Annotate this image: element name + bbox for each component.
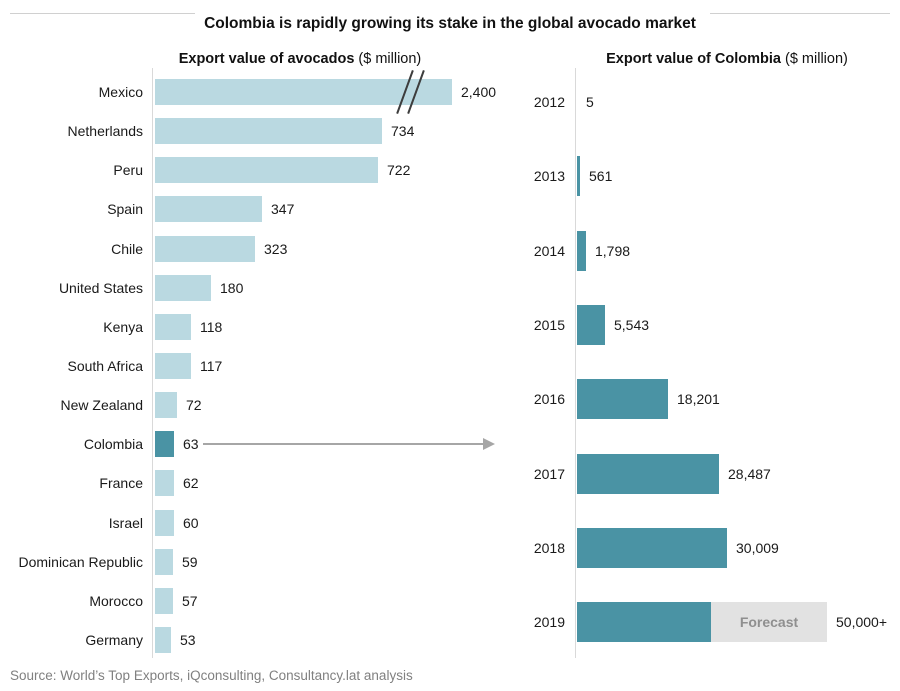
bar	[155, 352, 191, 379]
year-label: 2012	[533, 94, 565, 110]
category-label: Kenya	[103, 318, 143, 335]
bar	[155, 274, 211, 301]
category-label: New Zealand	[60, 397, 144, 414]
title-rule-left	[10, 13, 195, 14]
bar	[577, 304, 605, 345]
year-label: 2017	[533, 465, 565, 482]
right-chart-title-text: Export value of Colombia	[606, 51, 781, 67]
left-chart-title: Export value of avocados ($ million)	[100, 50, 500, 68]
category-label: Dominican Republic	[18, 553, 143, 570]
value-label: 57	[182, 592, 198, 609]
year-label: 2014	[533, 242, 565, 259]
forecast-label: Forecast	[739, 614, 799, 631]
left-chart-axis-line	[152, 68, 153, 658]
bar	[155, 392, 177, 419]
bar	[577, 379, 668, 420]
bar-forecast	[711, 602, 827, 643]
category-label: Germany	[85, 631, 143, 648]
category-label: Netherlands	[67, 123, 144, 140]
left-chart-title-unit: ($ million)	[354, 51, 422, 67]
category-label: Chile	[111, 240, 143, 257]
bar	[155, 626, 171, 653]
left-chart-title-text: Export value of avocados	[178, 51, 355, 67]
arrow-icon	[203, 438, 495, 451]
right-chart-title-unit: ($ million)	[780, 51, 848, 67]
bar	[155, 313, 191, 340]
category-label: United States	[58, 279, 143, 296]
bar	[155, 157, 378, 184]
source-note: Source: World’s Top Exports, iQconsultin…	[10, 668, 413, 683]
value-label: 59	[182, 553, 198, 570]
bar	[577, 156, 580, 197]
value-label: 180	[220, 279, 244, 296]
bar	[155, 470, 174, 497]
value-label: 50,000+	[836, 614, 887, 631]
category-label: Colombia	[83, 436, 143, 453]
value-label: 60	[183, 514, 199, 531]
bar	[577, 527, 727, 568]
value-label: 561	[589, 168, 613, 185]
value-label: 734	[391, 123, 415, 140]
bar	[155, 235, 255, 262]
bar	[155, 431, 174, 458]
bar-actual	[577, 602, 711, 643]
value-label: 1,798	[595, 242, 631, 259]
bar	[155, 548, 173, 575]
value-label: 117	[200, 357, 223, 374]
category-label: Spain	[107, 201, 143, 218]
category-label: Mexico	[98, 84, 143, 100]
value-label: 28,487	[728, 465, 771, 482]
value-label: 5,543	[614, 316, 650, 333]
category-label: South Africa	[67, 357, 144, 374]
page-title: Colombia is rapidly growing its stake in…	[204, 15, 696, 33]
bar	[155, 587, 173, 614]
category-label: Israel	[108, 514, 143, 531]
value-label: 62	[183, 475, 199, 492]
value-label: 118	[200, 318, 223, 335]
year-label: 2013	[533, 168, 565, 185]
bar	[155, 118, 382, 145]
value-label: 53	[180, 631, 196, 648]
value-label: 722	[387, 162, 411, 179]
year-label: 2019	[533, 614, 565, 631]
value-label: 30,009	[736, 539, 779, 556]
bar	[577, 453, 719, 494]
value-label: 2,400	[461, 84, 497, 100]
value-label: 72	[186, 397, 202, 414]
title-rule-right	[710, 13, 890, 14]
value-label: 5	[586, 94, 594, 110]
bar	[577, 230, 586, 271]
year-label: 2018	[533, 539, 565, 556]
value-label: 347	[271, 201, 295, 218]
bar	[155, 196, 262, 223]
value-label: 323	[264, 240, 288, 257]
value-label: 18,201	[677, 391, 720, 408]
year-label: 2015	[533, 316, 565, 333]
category-label: Peru	[113, 162, 143, 179]
right-chart-title: Export value of Colombia ($ million)	[527, 50, 900, 68]
value-label: 63	[183, 436, 199, 453]
category-label: France	[99, 475, 143, 492]
right-chart-axis-line	[575, 68, 576, 658]
year-label: 2016	[533, 391, 565, 408]
category-label: Morocco	[89, 592, 143, 609]
bar	[155, 509, 174, 536]
